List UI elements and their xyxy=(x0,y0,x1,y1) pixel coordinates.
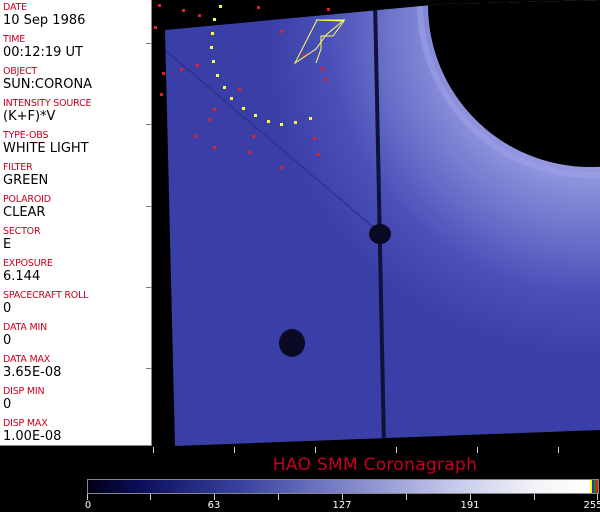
field-value: WHITE LIGHT xyxy=(3,141,89,156)
field-value: (K+F)*V xyxy=(3,109,56,124)
field-value: 0 xyxy=(3,397,12,412)
field-label: EXPOSURE xyxy=(3,258,53,269)
field-label: SPACECRAFT ROLL xyxy=(3,290,89,301)
header-field: TYPE-OBS WHITE LIGHT xyxy=(3,131,89,156)
field-value: 10 Sep 1986 xyxy=(3,13,86,28)
colorbar-tick-label: 63 xyxy=(207,500,221,511)
field-label: DISP MAX xyxy=(3,418,48,429)
field-label: TIME xyxy=(3,34,26,45)
field-label: TYPE-OBS xyxy=(3,130,49,141)
header-info-panel: DATE 10 Sep 1986 TIME 00:12:19 UT OBJECT SUN:… xyxy=(0,0,152,446)
header-field: SPACECRAFT ROLL 0 xyxy=(3,291,88,316)
header-field: SECTOR E xyxy=(3,226,41,252)
field-label: INTENSITY SOURCE xyxy=(3,98,92,109)
field-label: POLAROID xyxy=(3,194,51,205)
header-field: DISP MAX 1.00E-08 xyxy=(3,419,61,444)
header-field: INTENSITY SOURCE (K+F)*V xyxy=(3,98,92,124)
overlay-dots xyxy=(154,4,346,169)
field-value: E xyxy=(3,237,12,252)
header-field: FILTER GREEN xyxy=(3,163,48,188)
colorbar-tick-label: 127 xyxy=(332,500,352,511)
field-label: DATA MIN xyxy=(3,322,47,333)
field-value: GREEN xyxy=(3,173,49,188)
field-label: SECTOR xyxy=(3,226,41,237)
field-value: 6.144 xyxy=(3,269,41,284)
image-title: HAO SMM Coronagraph xyxy=(272,455,478,475)
field-value: SUN:CORONA xyxy=(3,77,93,92)
header-field: POLAROID CLEAR xyxy=(3,195,51,220)
header-field: EXPOSURE 6.144 xyxy=(3,259,53,284)
field-label: DATE xyxy=(3,2,27,13)
colorbar-tick-label: 191 xyxy=(460,500,480,511)
field-value: 3.65E-08 xyxy=(3,365,62,380)
field-value: 0 xyxy=(3,301,12,316)
field-label: DISP MIN xyxy=(3,386,45,397)
header-field: DATA MAX 3.65E-08 xyxy=(3,355,61,380)
colorbar-tick-label: 255 xyxy=(583,500,600,511)
header-field: OBJECT SUN:CORONA xyxy=(3,67,92,92)
header-field: DATA MIN 0 xyxy=(3,323,47,348)
field-value: CLEAR xyxy=(3,205,46,220)
colorbar-tick-label: 0 xyxy=(84,500,92,511)
coronagraph-image[interactable] xyxy=(153,0,600,446)
header-field: TIME 00:12:19 UT xyxy=(3,35,83,60)
field-value: 0 xyxy=(3,333,12,348)
header-field: DATE 10 Sep 1986 xyxy=(3,3,85,28)
field-value: 00:12:19 UT xyxy=(3,45,83,60)
field-label: OBJECT xyxy=(3,66,38,77)
colorbar xyxy=(87,479,599,494)
field-label: DATA MAX xyxy=(3,354,51,365)
field-label: FILTER xyxy=(3,162,33,173)
field-value: 1.00E-08 xyxy=(3,429,62,444)
header-field: DISP MIN 0 xyxy=(3,386,45,412)
